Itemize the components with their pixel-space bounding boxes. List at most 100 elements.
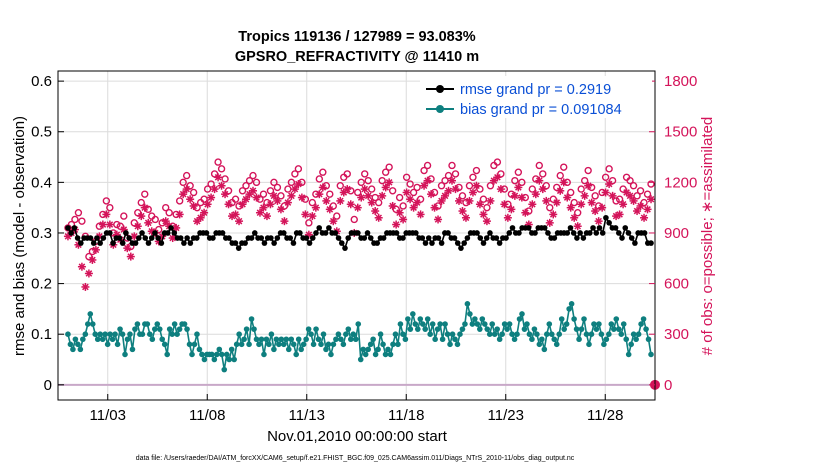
assimilated-obs-marker (248, 186, 257, 195)
bias-point (603, 336, 610, 343)
possible-obs-marker (350, 215, 358, 224)
bias-point (576, 336, 582, 343)
assimilated-obs-marker (517, 193, 526, 202)
possible-obs-marker (577, 185, 585, 193)
rmse-point (97, 240, 103, 246)
y-tick-label-right: 900 (664, 225, 689, 242)
possible-obs-marker (182, 171, 191, 180)
bias-point (568, 301, 575, 307)
possible-obs-marker (472, 166, 481, 175)
y-axis-label-left: rmse and bias (model - observation) (11, 116, 28, 356)
rmse-point (503, 235, 509, 241)
bias-point (199, 351, 205, 358)
rmse-point (287, 235, 294, 241)
assimilated-obs-marker (371, 207, 380, 216)
possible-obs-marker (385, 163, 393, 171)
bias-point (134, 321, 141, 327)
bias-point (596, 321, 602, 327)
bias-point (99, 336, 106, 343)
bias-point (536, 341, 543, 348)
assimilated-obs-marker (364, 191, 373, 200)
bias-point (561, 326, 567, 332)
possible-obs-marker (270, 178, 278, 187)
assimilated-obs-marker (207, 193, 216, 202)
bias-point (611, 326, 617, 332)
bias-point (583, 331, 590, 338)
rmse-point (181, 240, 187, 246)
bias-point (338, 336, 344, 343)
rmse-point (303, 235, 310, 241)
assimilated-obs-marker (325, 205, 334, 214)
rmse-point (487, 230, 493, 236)
bias-point (427, 331, 433, 338)
legend-background (420, 76, 652, 118)
possible-obs-marker (378, 176, 386, 185)
rmse-point (567, 225, 574, 231)
possible-obs-marker (308, 198, 317, 207)
bias-point (246, 341, 252, 348)
rmse-point (509, 225, 516, 231)
possible-obs-marker (511, 176, 519, 185)
assimilated-obs-marker (123, 244, 132, 253)
bias-point (643, 326, 649, 332)
bias-point (400, 331, 406, 338)
assimilated-obs-marker (510, 191, 519, 200)
bias-point (417, 316, 424, 322)
rmse-point (326, 225, 332, 231)
assimilated-obs-marker (563, 193, 572, 202)
bias-point (640, 316, 647, 322)
bias-point (352, 336, 359, 343)
assimilated-obs-marker (479, 210, 488, 219)
possible-obs-marker (399, 202, 407, 210)
assimilated-obs-marker (346, 200, 355, 209)
assimilated-obs-marker (77, 262, 86, 271)
bias-point (290, 341, 297, 348)
possible-obs-marker (493, 158, 502, 166)
rmse-point (126, 235, 132, 241)
assimilated-obs-marker (88, 255, 97, 264)
rmse-point (258, 235, 265, 241)
rmse-point (78, 240, 84, 246)
assimilated-obs-marker (580, 191, 589, 200)
possible-obs-marker (294, 165, 303, 173)
bias-point (241, 336, 247, 343)
y-tick-label-right: 1200 (664, 174, 697, 191)
assimilated-obs-marker (203, 200, 212, 209)
bias-point (534, 331, 540, 338)
bias-point (343, 331, 349, 338)
bias-point (407, 326, 414, 332)
possible-obs-marker (141, 190, 149, 198)
bias-point (573, 326, 580, 332)
possible-obs-marker (273, 183, 282, 192)
bias-point (539, 336, 545, 343)
assimilated-obs-marker (196, 213, 205, 222)
rmse-point (232, 240, 239, 246)
assimilated-obs-marker (252, 193, 261, 202)
assimilated-obs-marker (273, 196, 282, 205)
bias-point (405, 316, 411, 322)
rmse-point (148, 235, 155, 241)
rmse-point (313, 230, 319, 236)
bias-point (191, 341, 198, 348)
y-tick-label-right: 1500 (664, 124, 697, 141)
assimilated-obs-marker (486, 196, 495, 205)
bias-point (87, 311, 94, 317)
rmse-point (342, 245, 348, 251)
assimilated-obs-marker (601, 188, 610, 197)
bias-point (385, 346, 391, 353)
assimilated-obs-marker (105, 220, 114, 229)
possible-obs-marker (207, 180, 215, 188)
rmse-point (309, 235, 316, 241)
bias-point (268, 331, 275, 338)
possible-obs-marker (120, 212, 128, 220)
rmse-point (367, 235, 374, 241)
bias-point (519, 311, 525, 317)
legend-rmse-marker (436, 85, 444, 93)
assimilated-obs-marker (416, 210, 425, 219)
bias-point (454, 341, 461, 348)
possible-obs-marker (221, 175, 229, 183)
rmse-point (110, 240, 116, 246)
bias-point (194, 331, 200, 338)
rmse-point (458, 245, 464, 251)
rmse-point (612, 225, 619, 231)
